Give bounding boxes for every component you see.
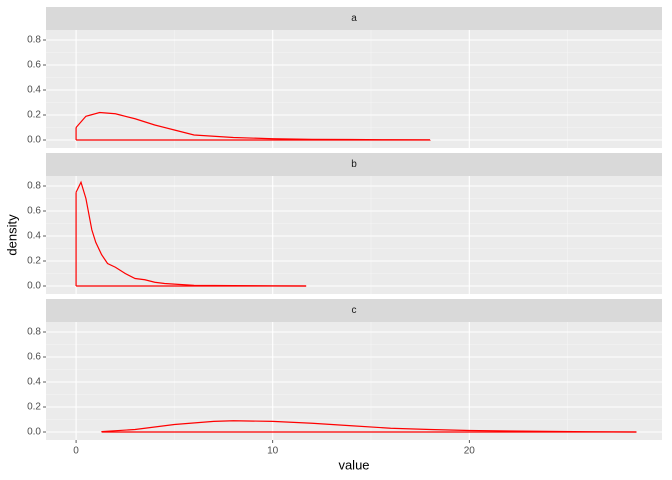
strip xyxy=(46,153,662,176)
strip xyxy=(46,7,662,30)
y-tick-label: 0.6 xyxy=(27,206,41,217)
y-tick-label: 0.0 xyxy=(27,281,41,292)
y-tick-label: 0.4 xyxy=(27,85,41,96)
y-tick-label: 0.2 xyxy=(27,402,41,413)
density-curve xyxy=(101,420,637,433)
y-tick-label: 0.6 xyxy=(27,352,41,363)
y-tick-label: 0.8 xyxy=(27,181,41,192)
y-tick-label: 0.8 xyxy=(27,35,41,46)
panel xyxy=(46,30,662,148)
y-tick-label: 0.4 xyxy=(27,377,41,388)
panel xyxy=(46,176,662,294)
panel xyxy=(46,322,662,440)
strip xyxy=(46,299,662,322)
y-tick-label: 0.0 xyxy=(27,135,41,146)
y-tick-label: 0.6 xyxy=(27,60,41,71)
density-curve xyxy=(75,111,430,141)
strip-label: a xyxy=(351,13,357,24)
y-tick-label: 0.2 xyxy=(27,256,41,267)
y-tick-label: 0.0 xyxy=(27,427,41,438)
y-tick-label: 0.8 xyxy=(27,327,41,338)
y-tick-label: 0.2 xyxy=(27,110,41,121)
y-axis-title: density xyxy=(4,214,19,256)
x-tick-label: 20 xyxy=(464,446,476,457)
strip-label: b xyxy=(351,159,357,170)
x-axis-title: value xyxy=(338,457,369,472)
y-tick-label: 0.4 xyxy=(27,231,41,242)
x-tick-label: 0 xyxy=(73,446,79,457)
x-tick-label: 10 xyxy=(267,446,279,457)
density-curve xyxy=(75,180,307,287)
strip-label: c xyxy=(352,305,357,316)
